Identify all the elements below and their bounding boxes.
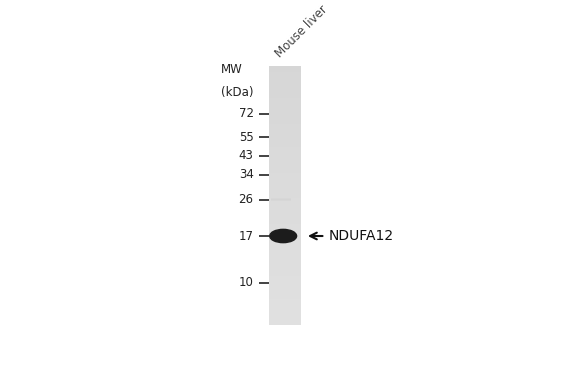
- Bar: [269, 111, 300, 114]
- Bar: [269, 296, 300, 299]
- Bar: [269, 234, 300, 237]
- Text: (kDa): (kDa): [221, 86, 253, 99]
- Bar: [269, 218, 300, 221]
- Bar: [269, 114, 300, 118]
- Text: NDUFA12: NDUFA12: [329, 229, 394, 243]
- Text: 34: 34: [239, 168, 254, 181]
- Bar: [269, 215, 300, 218]
- Bar: [269, 124, 300, 127]
- Bar: [269, 98, 300, 101]
- Bar: [269, 79, 300, 82]
- Bar: [269, 322, 300, 325]
- Bar: [269, 189, 300, 192]
- Bar: [269, 250, 300, 254]
- Bar: [269, 211, 300, 215]
- Bar: [269, 273, 300, 276]
- Bar: [269, 286, 300, 289]
- Bar: [269, 160, 300, 163]
- Bar: [269, 279, 300, 283]
- Text: 72: 72: [239, 107, 254, 120]
- Bar: [269, 91, 300, 95]
- Bar: [269, 130, 300, 134]
- Text: 10: 10: [239, 276, 254, 289]
- Bar: [269, 76, 300, 79]
- Bar: [269, 202, 300, 205]
- Bar: [269, 101, 300, 105]
- Bar: [269, 121, 300, 124]
- Bar: [269, 283, 300, 286]
- Text: 43: 43: [239, 149, 254, 163]
- Bar: [269, 143, 300, 147]
- Bar: [269, 153, 300, 156]
- Bar: [269, 315, 300, 318]
- Bar: [269, 260, 300, 263]
- Bar: [269, 276, 300, 279]
- Bar: [269, 134, 300, 137]
- Bar: [269, 195, 300, 198]
- Bar: [269, 221, 300, 225]
- Bar: [269, 88, 300, 91]
- Text: MW: MW: [221, 63, 243, 76]
- Bar: [269, 305, 300, 308]
- Ellipse shape: [269, 229, 297, 243]
- Bar: [269, 166, 300, 169]
- Bar: [269, 140, 300, 143]
- Bar: [269, 82, 300, 85]
- Bar: [269, 318, 300, 322]
- Bar: [269, 173, 300, 176]
- Bar: [269, 137, 300, 140]
- Bar: [269, 127, 300, 130]
- Bar: [269, 299, 300, 302]
- Bar: [269, 66, 300, 69]
- Bar: [269, 182, 300, 186]
- Bar: [269, 95, 300, 98]
- Bar: [269, 179, 300, 182]
- Bar: [269, 308, 300, 312]
- Bar: [269, 118, 300, 121]
- Bar: [269, 169, 300, 173]
- Bar: [269, 231, 300, 234]
- Bar: [269, 289, 300, 293]
- Bar: [269, 186, 300, 189]
- Bar: [269, 156, 300, 160]
- Bar: [269, 225, 300, 228]
- Bar: [269, 105, 300, 108]
- Bar: [269, 244, 300, 247]
- Bar: [269, 108, 300, 111]
- Text: Mouse liver: Mouse liver: [274, 3, 331, 60]
- Bar: [269, 240, 300, 244]
- Text: 26: 26: [239, 193, 254, 206]
- Bar: [269, 205, 300, 208]
- Bar: [269, 247, 300, 250]
- Text: 55: 55: [239, 130, 254, 144]
- Bar: [269, 266, 300, 270]
- Bar: [269, 208, 300, 211]
- Bar: [269, 254, 300, 257]
- Bar: [269, 228, 300, 231]
- Bar: [269, 85, 300, 88]
- Bar: [269, 237, 300, 240]
- Bar: [269, 293, 300, 296]
- Bar: [269, 302, 300, 305]
- Bar: [269, 192, 300, 195]
- Bar: [269, 66, 300, 325]
- Bar: [269, 270, 300, 273]
- Bar: [269, 150, 300, 153]
- Bar: [269, 72, 300, 76]
- Bar: [269, 69, 300, 72]
- Bar: [269, 163, 300, 166]
- Bar: [269, 176, 300, 179]
- Bar: [269, 312, 300, 315]
- Text: 17: 17: [239, 229, 254, 243]
- Bar: [269, 198, 300, 202]
- Bar: [269, 147, 300, 150]
- Bar: [269, 263, 300, 266]
- Bar: [269, 257, 300, 260]
